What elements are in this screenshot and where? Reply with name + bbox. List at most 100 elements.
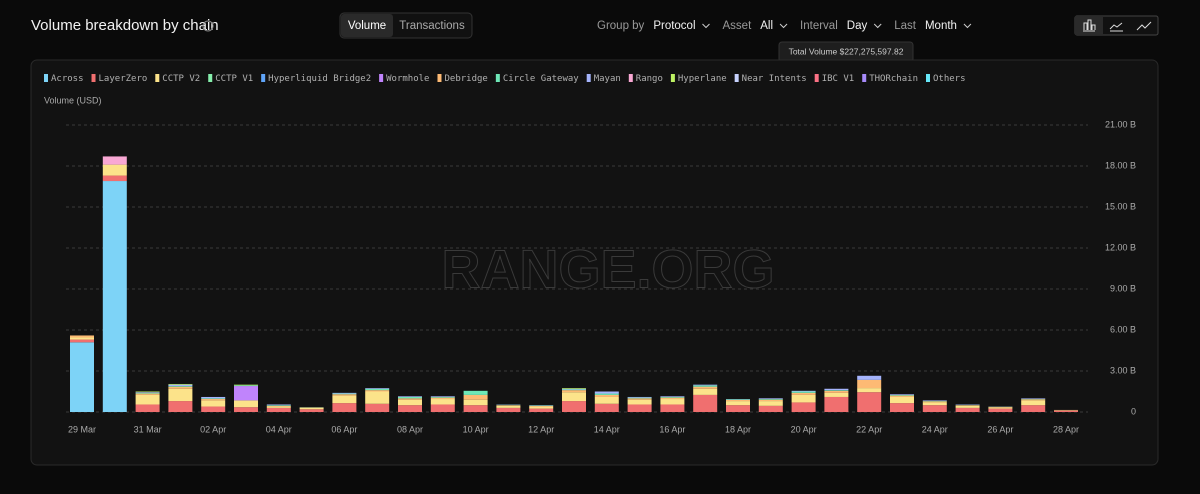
line-icon[interactable] xyxy=(1136,21,1152,31)
bar-segment xyxy=(693,386,718,389)
bar-segment xyxy=(168,386,193,387)
bar-segment xyxy=(201,398,226,400)
legend-swatch xyxy=(91,74,96,82)
bar-segment xyxy=(463,405,488,412)
bar-segment xyxy=(496,405,521,408)
filter-value[interactable]: All xyxy=(760,20,773,32)
bar-segment xyxy=(365,390,390,392)
bar-segment xyxy=(857,388,882,393)
bar-segment xyxy=(529,406,554,409)
bar-segment xyxy=(299,407,324,410)
bar-segment xyxy=(988,408,1013,412)
bar-segment xyxy=(824,396,849,412)
legend-label: Rango xyxy=(636,74,663,84)
bar-segment xyxy=(693,394,718,412)
legend-swatch xyxy=(437,74,442,82)
bar-segment xyxy=(496,407,521,412)
x-tick-label: 24 Apr xyxy=(922,424,948,434)
bar-segment xyxy=(726,405,750,412)
bar-segment xyxy=(266,405,291,406)
bar-segment xyxy=(201,400,226,407)
bar-segment xyxy=(332,395,357,404)
x-tick-label: 22 Apr xyxy=(856,424,882,434)
bar-segment xyxy=(594,403,619,412)
bar-segment xyxy=(201,406,226,412)
x-tick-label: 31 Mar xyxy=(134,424,162,434)
bar-segment xyxy=(562,392,586,402)
bar-segment xyxy=(398,396,422,399)
bar-segment xyxy=(365,391,390,404)
bar-segment xyxy=(234,384,258,386)
bar-segment xyxy=(791,394,816,403)
legend-label: Others xyxy=(933,74,966,84)
bar-segment xyxy=(791,392,816,395)
x-tick-label: 28 Apr xyxy=(1053,424,1079,434)
bar-segment xyxy=(922,405,947,412)
bar-segment xyxy=(758,398,783,400)
bar-segment xyxy=(365,388,390,391)
bar-segment xyxy=(857,392,882,412)
filter-value[interactable]: Month xyxy=(925,20,957,32)
bar-segment xyxy=(562,388,586,389)
bar-segment xyxy=(791,390,816,392)
legend-label: Hyperlane xyxy=(678,74,727,84)
legend-label: Near Intents xyxy=(742,74,807,84)
bar-segment xyxy=(135,391,160,393)
bar-segment xyxy=(758,399,783,402)
bar-segment xyxy=(660,397,685,400)
bar-segment xyxy=(70,337,94,340)
filter-label: Last xyxy=(894,20,917,32)
bar-segment xyxy=(463,394,488,400)
bar-segment xyxy=(824,390,849,391)
bar-segment xyxy=(1021,398,1046,399)
area-icon[interactable] xyxy=(1109,22,1123,32)
bar-segment xyxy=(594,394,619,397)
bar-segment xyxy=(266,406,291,408)
filter-value[interactable]: Protocol xyxy=(653,20,695,32)
bar-segment xyxy=(398,405,422,412)
bar-segment xyxy=(102,156,127,165)
chart-type-active[interactable] xyxy=(1075,16,1103,35)
bar-segment xyxy=(430,397,455,400)
legend-swatch xyxy=(670,74,675,82)
tab[interactable]: Transactions xyxy=(399,20,465,32)
bar-icon[interactable] xyxy=(1083,19,1096,32)
bar-segment xyxy=(988,407,1013,409)
legend-swatch xyxy=(586,74,591,82)
legend-swatch xyxy=(208,74,213,82)
bar-segment xyxy=(135,392,160,393)
x-tick-label: 14 Apr xyxy=(594,424,620,434)
legend-swatch xyxy=(862,74,867,82)
bar-segment xyxy=(266,404,291,406)
filter-value[interactable]: Day xyxy=(847,20,868,32)
bar-segment xyxy=(824,388,849,391)
bar-segment xyxy=(922,401,947,403)
bar-segment xyxy=(102,175,127,182)
bar-segment xyxy=(562,390,586,393)
bar-segment xyxy=(726,399,750,400)
bar-segment xyxy=(627,404,652,412)
bar-segment xyxy=(201,396,226,399)
legend-label: Mayan xyxy=(594,74,621,84)
legend-label: Across xyxy=(51,74,84,84)
bar-segment xyxy=(758,399,783,400)
info-icon[interactable] xyxy=(202,20,214,32)
bar-segment xyxy=(135,404,160,412)
bar-segment xyxy=(791,402,816,412)
tab[interactable]: Volume xyxy=(348,20,386,32)
x-tick-label: 16 Apr xyxy=(659,424,685,434)
bar-segment xyxy=(922,400,947,401)
bar-segment xyxy=(955,405,980,408)
filter-label: Asset xyxy=(723,20,753,32)
chevron xyxy=(963,23,972,29)
bar-segment xyxy=(594,391,619,394)
x-tick-label: 04 Apr xyxy=(266,424,292,434)
bar-segment xyxy=(562,401,586,412)
watermark: RANGE.ORG xyxy=(441,239,774,299)
bar-segment xyxy=(70,335,94,338)
bar-segment xyxy=(627,397,652,399)
bar-segment xyxy=(70,339,94,343)
bar-segment xyxy=(955,407,980,412)
bar-segment xyxy=(135,394,160,405)
